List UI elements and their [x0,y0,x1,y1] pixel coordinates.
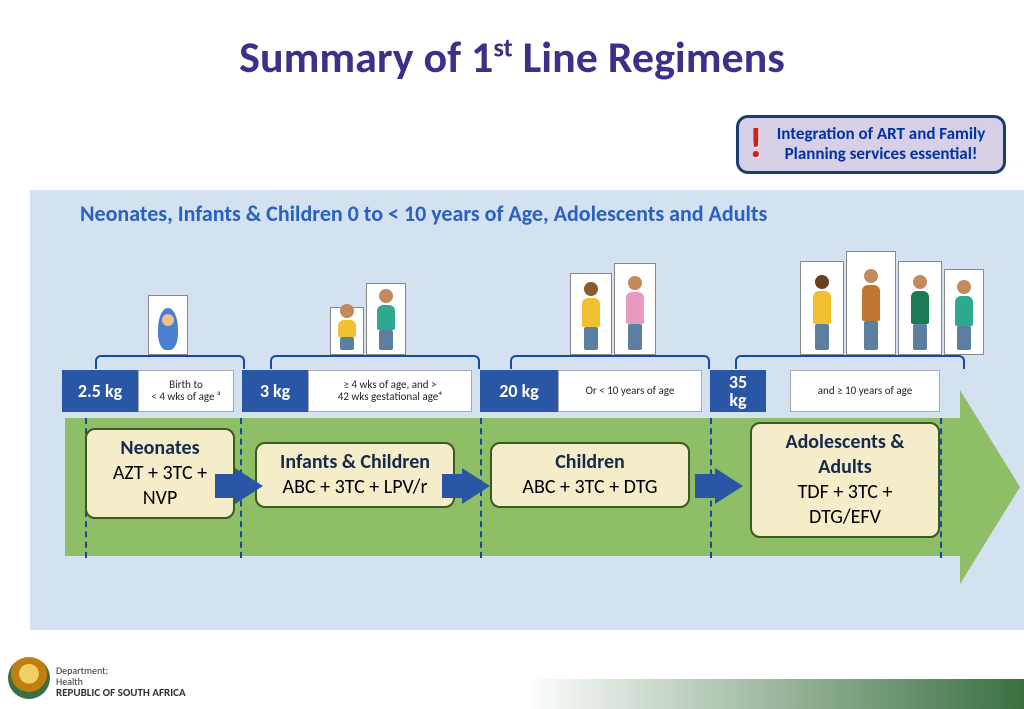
weight-threshold: 20 kg [480,370,558,412]
teen-icon [626,276,644,350]
person-card [330,307,364,355]
exclamation-icon: ! [749,119,763,169]
age-bracket [735,355,965,369]
age-bracket [510,355,710,369]
regimen-card: Adolescents & AdultsTDF + 3TC + DTG/EFV [750,422,940,538]
timeline-arrow-head [960,390,1020,584]
adult-icon [955,280,973,350]
weight-threshold: 3 kg [242,370,308,412]
footer-gradient [524,679,1024,709]
criteria-row: 2.5 kgBirth to< 4 wks of age ³3 kg≥ 4 wk… [30,370,1024,418]
age-bracket [270,355,480,369]
person-card [570,273,612,355]
flow-arrow-icon [462,468,490,504]
footer-country: REPUBLIC OF SOUTH AFRICA [56,687,186,699]
flow-arrow-icon [235,468,263,504]
stage-divider [940,418,942,558]
regimen-card: ChildrenABC + 3TC + DTG [490,442,690,508]
adult-icon [911,275,929,350]
person-card [800,261,844,355]
age-criterion: Birth to< 4 wks of age ³ [138,370,234,412]
content-panel: Neonates, Infants & Children 0 to < 10 y… [30,190,1024,630]
adult-icon [813,275,831,350]
panel-subtitle: Neonates, Infants & Children 0 to < 10 y… [80,200,767,227]
regimen-card: Infants & ChildrenABC + 3TC + LPV/r [255,442,455,508]
age-criterion: Or < 10 years of age [558,370,702,412]
age-bracket [95,355,245,369]
weight-threshold: 35kg [710,370,766,412]
alert-callout: ! Integration of ART and Family Planning… [736,115,1006,174]
slide-footer: Department: Health REPUBLIC OF SOUTH AFR… [0,649,1024,709]
age-criterion: ≥ 4 wks of age, and >42 wks gestational … [308,370,472,412]
age-icons-row [30,245,1024,355]
footer-text: Department: Health REPUBLIC OF SOUTH AFR… [56,665,186,699]
adult-icon [862,269,880,351]
weight-threshold: 2.5 kg [62,370,138,412]
person-card [148,295,188,355]
child-icon [377,289,395,350]
coat-of-arms-icon [8,657,50,699]
regimen-card: NeonatesAZT + 3TC + NVP [85,428,235,519]
person-card [366,283,406,355]
baby-icon [158,308,178,350]
person-card [614,263,656,355]
flow-arrow-icon [715,468,743,504]
alert-text: Integration of ART and Family Planning s… [777,123,986,164]
toddler-icon [338,304,356,350]
child-icon [582,282,600,350]
person-card [898,261,942,355]
slide-title: Summary of 1st Line Regimens [0,30,1024,84]
person-card [944,269,984,355]
age-criterion: and ≥ 10 years of age [790,370,940,412]
person-card [846,251,896,355]
